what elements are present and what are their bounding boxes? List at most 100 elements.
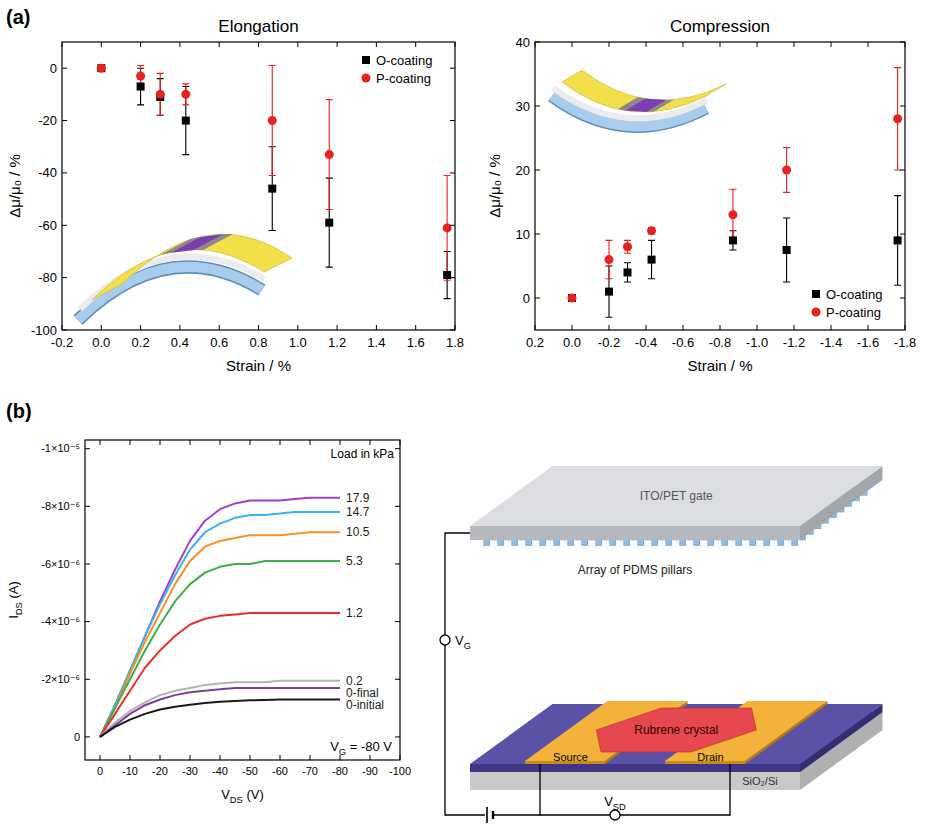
x-tick-label: -0.4 — [635, 335, 657, 350]
inset-illustration — [552, 70, 726, 126]
x-tick — [609, 42, 610, 47]
chart-title: Elongation — [218, 17, 298, 36]
crystal — [625, 99, 667, 113]
error-bar — [894, 196, 901, 286]
x-tick — [337, 325, 338, 330]
annotation: Load in kPa — [331, 447, 395, 461]
annotation: VG = -80 V — [330, 739, 392, 757]
x-tick — [757, 325, 758, 330]
error-bar — [783, 218, 790, 282]
point — [647, 226, 656, 235]
x-tick-label: -10 — [122, 765, 138, 777]
error-bar — [729, 189, 736, 240]
y-tick-label: -6×10⁻⁶ — [41, 558, 80, 570]
point — [268, 185, 276, 193]
point — [136, 72, 145, 81]
marks — [97, 64, 452, 299]
gate-slab — [470, 526, 800, 540]
x-tick — [646, 325, 647, 330]
legend-marker — [362, 74, 371, 83]
y-tick — [62, 68, 67, 69]
legend-marker — [812, 308, 821, 317]
x-axis-title: Strain / % — [226, 357, 291, 374]
x-tick — [140, 325, 141, 330]
y-tick-label: -100 — [31, 323, 57, 338]
battery — [492, 811, 494, 819]
point — [268, 116, 277, 125]
point — [443, 223, 452, 232]
point — [728, 210, 737, 219]
y-tick — [450, 172, 455, 173]
x-tick — [160, 755, 161, 760]
y-tick-label: -2×10⁻⁶ — [41, 673, 80, 685]
x-tick — [310, 755, 311, 760]
x-tick-label: -70 — [302, 765, 318, 777]
y-tick — [62, 225, 67, 226]
x-tick — [609, 325, 610, 330]
text-part: DS — [14, 602, 24, 615]
x-tick — [130, 755, 131, 760]
chart-title: Compression — [670, 17, 770, 36]
error-bar — [269, 66, 276, 176]
x-tick — [337, 42, 338, 47]
inset-illustration — [78, 234, 292, 320]
y-tick-label: -1×10⁻⁵ — [41, 442, 80, 454]
x-tick — [868, 42, 869, 47]
y-tick — [900, 234, 905, 235]
point — [894, 236, 902, 244]
text-part: V — [455, 633, 464, 648]
x-tick — [905, 42, 906, 47]
x-tick-label: -20 — [152, 765, 168, 777]
x-tick — [280, 440, 281, 445]
x-tick — [415, 325, 416, 330]
text-part: DS — [230, 795, 243, 805]
y-tick-label: 10 — [516, 227, 530, 242]
x-tick — [868, 325, 869, 330]
y-tick-label: -40 — [38, 165, 57, 180]
wire — [540, 764, 730, 815]
panel-label: (b) — [6, 400, 32, 422]
y-tick-label: -20 — [38, 113, 57, 128]
legend-label: O-coating — [826, 287, 882, 302]
y-tick — [900, 106, 905, 107]
line-label: 0-initial — [346, 698, 384, 712]
x-tick-label: -1.0 — [746, 335, 768, 350]
x-tick — [905, 325, 906, 330]
point — [182, 117, 190, 125]
x-tick — [140, 42, 141, 47]
point — [893, 114, 902, 123]
substrate — [78, 267, 262, 320]
point — [623, 242, 632, 251]
line — [100, 613, 340, 737]
x-tick — [400, 755, 401, 760]
diagram-label: VSD — [604, 794, 626, 812]
line-label: 17.9 — [346, 491, 370, 505]
x-tick — [415, 42, 416, 47]
x-tick — [190, 755, 191, 760]
text-part: SD — [613, 802, 626, 812]
panel-label: (a) — [6, 6, 30, 28]
x-tick — [219, 325, 220, 330]
x-tick — [683, 42, 684, 47]
x-tick — [62, 42, 63, 47]
line — [100, 561, 340, 737]
y-tick — [62, 172, 67, 173]
x-tick — [455, 42, 456, 47]
error-bar — [624, 263, 631, 282]
line — [100, 688, 340, 737]
point — [729, 236, 737, 244]
x-tick — [794, 42, 795, 47]
y-tick — [535, 170, 540, 171]
y-tick — [450, 68, 455, 69]
y-tick — [395, 563, 400, 564]
x-tick-label: -1.6 — [857, 335, 879, 350]
x-tick — [280, 755, 281, 760]
y-tick — [85, 563, 90, 564]
x-tick-label: 1.8 — [446, 335, 464, 350]
x-tick-label: 0.2 — [132, 335, 150, 350]
y-tick — [395, 736, 400, 737]
point — [97, 64, 106, 73]
x-tick — [370, 440, 371, 445]
battery — [486, 807, 488, 823]
chart: Compression0.20.0-0.2-0.4-0.6-0.8-1.0-1.… — [486, 17, 916, 374]
